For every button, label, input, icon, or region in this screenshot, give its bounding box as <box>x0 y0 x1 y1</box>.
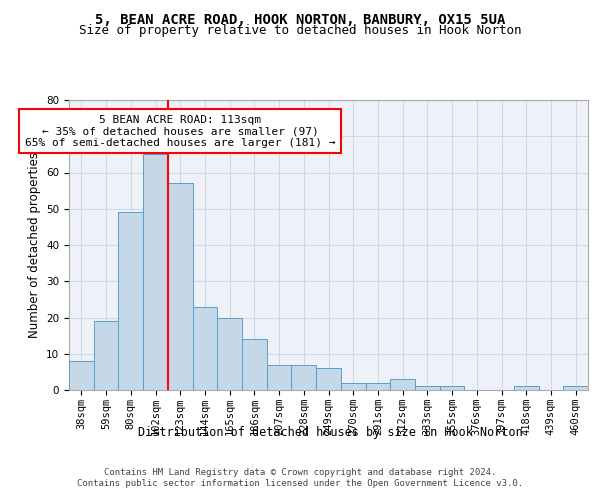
Bar <box>143 154 168 390</box>
Bar <box>440 386 464 390</box>
Bar <box>69 361 94 390</box>
Bar <box>341 383 365 390</box>
Bar <box>316 368 341 390</box>
Text: 5 BEAN ACRE ROAD: 113sqm
← 35% of detached houses are smaller (97)
65% of semi-d: 5 BEAN ACRE ROAD: 113sqm ← 35% of detach… <box>25 114 335 148</box>
Bar <box>168 184 193 390</box>
Bar <box>193 306 217 390</box>
Text: 5, BEAN ACRE ROAD, HOOK NORTON, BANBURY, OX15 5UA: 5, BEAN ACRE ROAD, HOOK NORTON, BANBURY,… <box>95 12 505 26</box>
Bar <box>217 318 242 390</box>
Text: Contains HM Land Registry data © Crown copyright and database right 2024.
Contai: Contains HM Land Registry data © Crown c… <box>77 468 523 487</box>
Bar <box>267 364 292 390</box>
Bar <box>563 386 588 390</box>
Bar <box>118 212 143 390</box>
Text: Distribution of detached houses by size in Hook Norton: Distribution of detached houses by size … <box>137 426 523 439</box>
Bar <box>365 383 390 390</box>
Text: Size of property relative to detached houses in Hook Norton: Size of property relative to detached ho… <box>79 24 521 37</box>
Bar <box>242 339 267 390</box>
Bar <box>415 386 440 390</box>
Y-axis label: Number of detached properties: Number of detached properties <box>28 152 41 338</box>
Bar <box>94 321 118 390</box>
Bar <box>514 386 539 390</box>
Bar <box>292 364 316 390</box>
Bar <box>390 379 415 390</box>
